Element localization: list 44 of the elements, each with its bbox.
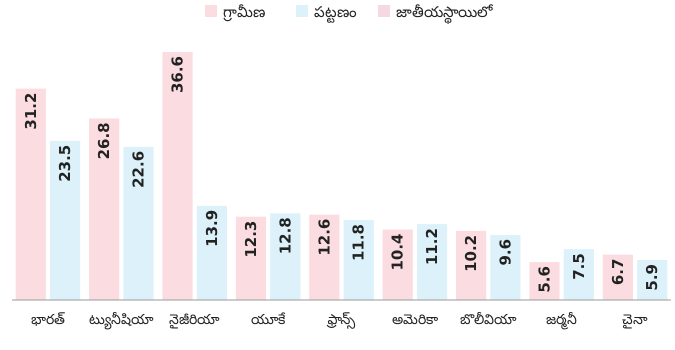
x-tick-label: అమెరికా xyxy=(392,312,438,328)
legend-label: గ్రామీణ xyxy=(223,3,265,22)
bar xyxy=(196,206,228,300)
bar xyxy=(382,230,413,300)
bar xyxy=(89,118,120,300)
x-tick-label: ఫ్రాన్స్ xyxy=(326,312,356,329)
bar xyxy=(564,249,594,300)
x-tick-label: ట్యునీషియా xyxy=(88,312,154,330)
bar xyxy=(16,88,46,300)
x-tick-label: భారత్ xyxy=(30,312,65,328)
data-label: 10.2 xyxy=(462,234,480,272)
bar xyxy=(309,214,340,300)
bar xyxy=(270,213,300,300)
bar xyxy=(490,234,521,300)
x-tick-label: యూకే xyxy=(251,312,286,328)
data-label: 12.3 xyxy=(242,220,260,258)
data-label: 5.6 xyxy=(535,266,554,293)
data-label: 12.8 xyxy=(276,217,294,254)
bar xyxy=(50,140,80,300)
bar xyxy=(162,52,193,300)
x-tick-label: బొలీవియా xyxy=(460,312,517,328)
x-tick-label: జర్మనీ xyxy=(546,312,578,330)
data-label: 12.6 xyxy=(315,218,334,256)
data-label: 10.4 xyxy=(388,234,407,271)
x-tick-label: నైజీరియా xyxy=(169,312,220,329)
data-label: 36.6 xyxy=(168,56,187,94)
legend-label: జాతీయస్థాయిలో xyxy=(396,3,494,24)
data-label: 22.6 xyxy=(130,150,148,188)
data-label: 31.2 xyxy=(22,92,40,130)
data-label: 5.9 xyxy=(643,264,662,291)
data-label: 23.5 xyxy=(56,144,74,182)
data-label: 11.8 xyxy=(350,224,368,262)
data-label: 26.8 xyxy=(95,122,114,160)
data-label: 9.6 xyxy=(496,238,514,266)
bar xyxy=(344,220,374,300)
bar xyxy=(123,146,154,300)
data-label: 7.5 xyxy=(570,253,588,280)
bar xyxy=(236,216,266,300)
data-label: 6.7 xyxy=(608,258,627,286)
legend-label: పట్టణం xyxy=(314,3,357,23)
data-label: 13.9 xyxy=(202,210,221,247)
bar xyxy=(416,224,448,300)
x-tick-label: చైనా xyxy=(622,312,648,329)
data-label: 11.2 xyxy=(423,228,442,266)
